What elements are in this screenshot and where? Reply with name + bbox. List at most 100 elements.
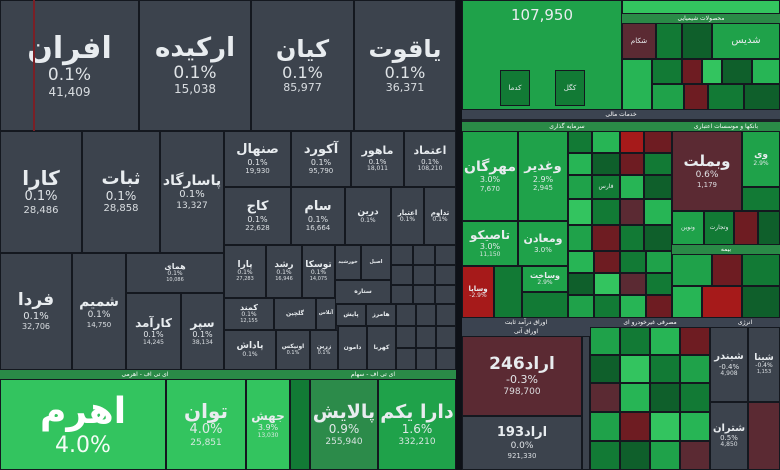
tile-small[interactable] xyxy=(656,23,682,59)
tile-small[interactable] xyxy=(416,348,436,370)
tile-small[interactable] xyxy=(652,84,684,110)
tile-tavan[interactable]: توان 4.0% 25,851 xyxy=(166,379,246,470)
tile-small[interactable] xyxy=(620,131,644,153)
tile-small[interactable] xyxy=(568,273,594,295)
tile-small[interactable] xyxy=(594,273,620,295)
tile-pasargad[interactable]: پاسارگاد 0.1% 13,327 xyxy=(160,131,224,253)
tile-small[interactable] xyxy=(436,326,456,348)
tile-small[interactable] xyxy=(646,251,672,273)
tile-vbemellat[interactable]: وبملت 0.6% 1,179 xyxy=(672,131,742,211)
tile-top-value[interactable]: 107,950 xyxy=(462,0,622,110)
tile-small[interactable] xyxy=(620,199,644,225)
tile-small[interactable] xyxy=(722,59,752,84)
tile-small[interactable] xyxy=(620,327,650,355)
tile-small[interactable] xyxy=(590,441,620,470)
tile-small[interactable] xyxy=(620,383,650,412)
tile-small[interactable] xyxy=(680,383,710,412)
tile-para[interactable]: پارا 0.1% 27,283 xyxy=(224,245,266,298)
tile-akord[interactable]: آکورد 0.1% 95,790 xyxy=(291,131,351,187)
tile-small[interactable] xyxy=(622,0,780,14)
tile-small[interactable] xyxy=(702,59,722,84)
tile-small[interactable] xyxy=(522,292,568,318)
tile-small[interactable] xyxy=(416,326,436,348)
tile-small[interactable] xyxy=(391,265,413,285)
tile-small[interactable] xyxy=(742,254,780,286)
tile-small[interactable] xyxy=(672,286,702,318)
tile-vtajarat[interactable]: وتجارت xyxy=(704,211,734,245)
tile-small[interactable] xyxy=(620,153,644,175)
tile-small[interactable] xyxy=(650,412,680,441)
tile-tasiko[interactable]: تاصیکو 3.0% 11,150 xyxy=(462,221,518,266)
tile-small[interactable] xyxy=(646,273,672,295)
tile-small[interactable] xyxy=(568,199,592,225)
tile-small[interactable] xyxy=(435,245,456,265)
tile-sabat[interactable]: ثبات 0.1% 28,858 xyxy=(82,131,160,253)
tile-small[interactable] xyxy=(568,295,594,318)
tile-small[interactable] xyxy=(680,355,710,383)
tile-small[interactable] xyxy=(590,383,620,412)
tile-small[interactable] xyxy=(568,175,592,199)
tile-small[interactable] xyxy=(742,286,780,318)
tile-small[interactable] xyxy=(620,412,650,441)
tile-small[interactable] xyxy=(436,348,456,370)
tile-etemad[interactable]: اعتماد 0.1% 108,210 xyxy=(404,131,456,187)
tile-small[interactable] xyxy=(620,355,650,383)
tile-kara[interactable]: کارا 0.1% 28,486 xyxy=(0,131,82,253)
tile-small[interactable] xyxy=(568,131,592,153)
tile-small[interactable] xyxy=(568,225,592,251)
tile-vsaya[interactable]: وسایا -2.9% xyxy=(462,266,494,318)
tile-small[interactable] xyxy=(592,199,620,225)
tile-roshd[interactable]: رشد 0.1% 16,946 xyxy=(266,245,302,298)
tile-small[interactable] xyxy=(734,211,758,245)
tile-small[interactable] xyxy=(568,251,594,273)
tile-small[interactable] xyxy=(592,225,620,251)
tile-small[interactable] xyxy=(644,199,672,225)
tile-onix[interactable]: اونیکس 0.1% xyxy=(276,330,310,370)
tile-arad246[interactable]: اراد246 -0.3% 798,700 xyxy=(462,336,582,416)
tile-small[interactable] xyxy=(290,379,310,470)
tile-farda[interactable]: فردا 0.1% 32,706 xyxy=(0,253,72,370)
tile-small[interactable] xyxy=(391,245,413,265)
tile-small[interactable] xyxy=(413,245,435,265)
tile-golchin[interactable]: گلچین xyxy=(274,298,316,330)
tile-afran[interactable]: افران 0.1% 41,409 xyxy=(0,0,139,131)
tile-small[interactable] xyxy=(494,266,522,318)
tile-yaghout[interactable]: یاقوت 0.1% 36,371 xyxy=(354,0,456,131)
tile-sfars[interactable]: فارس xyxy=(592,175,620,199)
tile-small[interactable] xyxy=(644,225,672,251)
tile-shamim[interactable]: شمیم 0.1% 14,750 xyxy=(72,253,126,370)
tile-small[interactable] xyxy=(682,59,702,84)
tile-small[interactable] xyxy=(396,304,416,326)
tile-small[interactable] xyxy=(590,412,620,441)
tile-zarin[interactable]: زرین 0.1% xyxy=(310,330,338,370)
tile-small[interactable] xyxy=(592,131,620,153)
tile-small[interactable] xyxy=(680,441,710,470)
tile-darayekom[interactable]: دارا یکم 1.6% 332,210 xyxy=(378,379,456,470)
tile-vnovin[interactable]: ونوین xyxy=(672,211,704,245)
tile-mehregan[interactable]: مهرگان 3.0% 7,670 xyxy=(462,131,518,221)
tile-small[interactable] xyxy=(622,59,652,110)
tile-small[interactable] xyxy=(620,295,646,318)
tile-shabandar[interactable]: شبندر -0.4% 4,908 xyxy=(710,327,748,402)
tile-small[interactable] xyxy=(680,327,710,355)
tile-small[interactable] xyxy=(413,285,435,304)
tile-etebar[interactable]: اعتبار 0.1% xyxy=(391,187,424,245)
tile-small[interactable] xyxy=(650,355,680,383)
tile-small[interactable] xyxy=(435,285,456,304)
tile-shkam[interactable]: شکام xyxy=(622,23,656,59)
tile-small[interactable] xyxy=(396,326,416,348)
tile-small[interactable] xyxy=(702,286,742,318)
tile-small[interactable] xyxy=(620,175,644,199)
tile-palaysh[interactable]: پالایش 0.9% 255,940 xyxy=(310,379,378,470)
tile-asil[interactable]: اصیل xyxy=(361,245,391,280)
tile-small[interactable] xyxy=(650,383,680,412)
tile-atlas[interactable]: آتلاس xyxy=(316,298,336,330)
tile-small[interactable] xyxy=(620,273,646,295)
tile-kaj[interactable]: کاج 0.1% 22,628 xyxy=(224,187,291,245)
tile-small[interactable] xyxy=(652,59,682,84)
tile-small[interactable] xyxy=(684,84,708,110)
tile-small[interactable] xyxy=(416,304,436,326)
tile-small[interactable] xyxy=(758,211,780,245)
tile-damoun[interactable]: دامون xyxy=(338,326,367,370)
tile-small[interactable] xyxy=(644,175,672,199)
